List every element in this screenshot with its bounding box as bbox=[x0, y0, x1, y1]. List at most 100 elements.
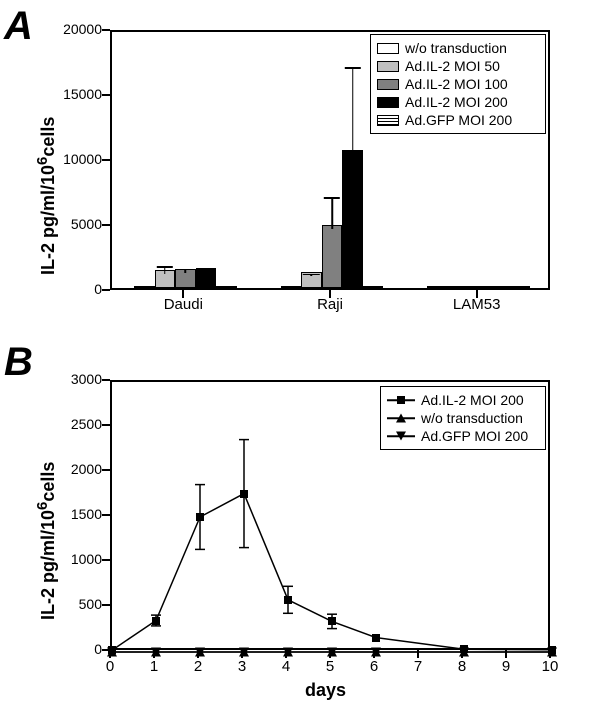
panel-b-ytick bbox=[102, 424, 110, 426]
panel-a-errorcap bbox=[177, 269, 193, 271]
panel-a-legend-row: Ad.IL-2 MOI 200 bbox=[377, 93, 539, 111]
panel-b-xticklabel: 5 bbox=[326, 658, 334, 675]
panel-b-ytick bbox=[102, 559, 110, 561]
legend-swatch bbox=[377, 97, 399, 108]
panel-b-marker bbox=[240, 490, 248, 498]
legend-marker bbox=[387, 393, 415, 407]
panel-a-ytick bbox=[102, 224, 110, 226]
panel-a-yticklabel: 20000 bbox=[52, 21, 102, 37]
legend-swatch bbox=[377, 79, 399, 90]
panel-a-ylabel: IL-2 pg/ml/106cells bbox=[34, 117, 59, 275]
panel-a-label: A bbox=[4, 4, 33, 49]
panel-a-legend-row: Ad.IL-2 MOI 100 bbox=[377, 75, 539, 93]
panel-a-bar bbox=[427, 286, 448, 288]
panel-b-ytick bbox=[102, 604, 110, 606]
legend-label: Ad.IL-2 MOI 200 bbox=[421, 391, 524, 409]
legend-label: w/o transduction bbox=[405, 39, 507, 57]
panel-a-bar bbox=[342, 150, 363, 288]
panel-a-errorcap bbox=[324, 197, 340, 199]
panel-b-xticklabel: 0 bbox=[106, 658, 114, 675]
panel-b-yticklabel: 1500 bbox=[52, 506, 102, 522]
panel-b-xtick bbox=[505, 650, 507, 658]
panel-b-xtick bbox=[241, 650, 243, 658]
panel-b-marker bbox=[372, 634, 380, 642]
panel-b-legend: Ad.IL-2 MOI 200w/o transductionAd.GFP MO… bbox=[380, 386, 546, 450]
panel-b-ytick bbox=[102, 379, 110, 381]
panel-a-bar bbox=[468, 286, 489, 288]
panel-a-errorbar bbox=[331, 197, 333, 229]
panel-b-xtick bbox=[373, 650, 375, 658]
panel-a-bar bbox=[216, 286, 237, 288]
panel-b-xtick bbox=[109, 650, 111, 658]
panel-a-yticklabel: 0 bbox=[52, 281, 102, 297]
legend-marker bbox=[387, 429, 415, 443]
panel-a-xtick bbox=[182, 290, 184, 298]
figure: A IL-2 pg/ml/106cells w/o transductionAd… bbox=[0, 0, 600, 723]
panel-b-xtick bbox=[285, 650, 287, 658]
panel-a-errorcap bbox=[344, 67, 360, 69]
panel-b-yticklabel: 1000 bbox=[52, 551, 102, 567]
panel-b-yticklabel: 0 bbox=[52, 641, 102, 657]
panel-a-bar bbox=[489, 286, 510, 288]
panel-b-xticklabel: 7 bbox=[414, 658, 422, 675]
panel-a-errorcap bbox=[198, 269, 214, 271]
legend-swatch bbox=[377, 61, 399, 72]
panel-b-xlabel: days bbox=[305, 680, 346, 701]
panel-b-legend-row: Ad.IL-2 MOI 200 bbox=[387, 391, 539, 409]
panel-b-xticklabel: 9 bbox=[502, 658, 510, 675]
panel-b-xticklabel: 1 bbox=[150, 658, 158, 675]
panel-a-bar bbox=[322, 225, 343, 288]
panel-a-legend-row: w/o transduction bbox=[377, 39, 539, 57]
panel-b-marker bbox=[284, 596, 292, 604]
panel-a-bar bbox=[134, 286, 155, 288]
panel-a-ytick bbox=[102, 289, 110, 291]
panel-a-ytick bbox=[102, 94, 110, 96]
panel-b-xticklabel: 2 bbox=[194, 658, 202, 675]
panel-b-marker bbox=[152, 617, 160, 625]
panel-a-yticklabel: 5000 bbox=[52, 216, 102, 232]
panel-a-category-label: Raji bbox=[317, 296, 343, 313]
legend-label: Ad.GFP MOI 200 bbox=[421, 427, 528, 445]
panel-b-label: B bbox=[4, 340, 33, 385]
panel-b-yticklabel: 2500 bbox=[52, 416, 102, 432]
panel-b-legend-row: Ad.GFP MOI 200 bbox=[387, 427, 539, 445]
panel-a-ytick bbox=[102, 159, 110, 161]
panel-a-errorbar bbox=[352, 67, 354, 154]
panel-b-xtick bbox=[329, 650, 331, 658]
panel-b-xticklabel: 10 bbox=[542, 658, 559, 675]
panel-a-bar bbox=[509, 286, 530, 288]
panel-a-errorcap bbox=[157, 266, 173, 268]
panel-b-xticklabel: 8 bbox=[458, 658, 466, 675]
panel-b-yticklabel: 2000 bbox=[52, 461, 102, 477]
panel-a-errorcap bbox=[303, 274, 319, 276]
legend-label: w/o transduction bbox=[421, 409, 523, 427]
legend-swatch bbox=[377, 115, 399, 126]
panel-a-yticklabel: 10000 bbox=[52, 151, 102, 167]
legend-label: Ad.IL-2 MOI 50 bbox=[405, 57, 500, 75]
panel-b-xtick bbox=[417, 650, 419, 658]
legend-marker bbox=[387, 411, 415, 425]
panel-b-xtick bbox=[197, 650, 199, 658]
panel-a-category-label: LAM53 bbox=[453, 296, 501, 313]
panel-a-bar bbox=[281, 286, 302, 288]
legend-label: Ad.GFP MOI 200 bbox=[405, 111, 512, 129]
panel-a-legend: w/o transductionAd.IL-2 MOI 50Ad.IL-2 MO… bbox=[370, 34, 546, 134]
panel-a-bar bbox=[363, 286, 384, 288]
panel-b-xtick bbox=[461, 650, 463, 658]
panel-b-marker bbox=[196, 513, 204, 521]
panel-a-category-label: Daudi bbox=[164, 296, 203, 313]
panel-b-xticklabel: 6 bbox=[370, 658, 378, 675]
panel-b-ytick bbox=[102, 514, 110, 516]
panel-a-xtick bbox=[329, 290, 331, 298]
panel-b-marker bbox=[328, 617, 336, 625]
legend-swatch bbox=[377, 43, 399, 54]
panel-b-xtick bbox=[153, 650, 155, 658]
panel-a-bar bbox=[448, 286, 469, 288]
panel-b-yticklabel: 500 bbox=[52, 596, 102, 612]
panel-b-xticklabel: 4 bbox=[282, 658, 290, 675]
panel-b-xtick bbox=[549, 650, 551, 658]
panel-a-yticklabel: 15000 bbox=[52, 86, 102, 102]
panel-b-legend-row: w/o transduction bbox=[387, 409, 539, 427]
panel-a-legend-row: Ad.GFP MOI 200 bbox=[377, 111, 539, 129]
panel-a-legend-row: Ad.IL-2 MOI 50 bbox=[377, 57, 539, 75]
